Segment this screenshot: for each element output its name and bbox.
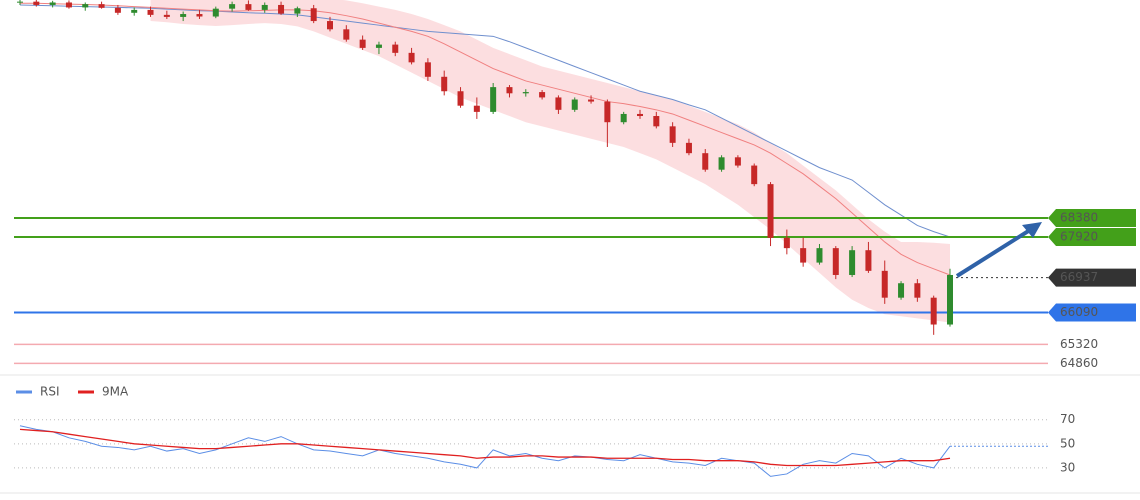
candle-body [702,153,709,170]
candle-body [653,116,660,127]
forecast-arrow-head [1022,222,1042,238]
price-panel: 68380 67920 66937 66090 65320 64860 [14,0,1136,370]
candle-body [914,283,921,298]
legend-label: 9MA [102,385,129,399]
candle-body [637,113,643,117]
forecast-arrow [955,228,1032,278]
legend-label: RSI [40,385,60,399]
candle-body [441,76,448,92]
candle-body [375,44,382,48]
candle-body [718,157,725,170]
candle-body [783,237,790,249]
y-tick-label: 30 [1060,460,1075,474]
candle-body [17,1,23,3]
candle-body [800,248,807,263]
slow-ma [19,4,951,238]
candle-body [588,99,595,102]
candle-body [898,283,905,298]
candle-body [310,8,317,22]
level-label: 66937 [1060,270,1098,284]
level-label: 66090 [1060,305,1098,319]
series-line [19,425,951,477]
candle-body [392,44,399,53]
level-label-box [1048,268,1136,287]
y-tick-label: 70 [1060,412,1075,426]
level-label: 65320 [1060,337,1098,351]
y-tick-label: 50 [1060,436,1075,450]
level-label-box [1048,227,1136,246]
bollinger-band [150,0,950,323]
level-label: 68380 [1060,210,1098,224]
candle-body [930,297,937,325]
candle-body [522,92,529,94]
candle-body [865,250,872,271]
candle-body [212,8,219,17]
level-label: 67920 [1060,229,1098,243]
candle-body [196,14,203,17]
candle-body [767,184,774,238]
candle-body [734,157,741,166]
candle-body [180,14,187,17]
candle-body [229,4,236,9]
candle-body [245,4,252,10]
candle-body [490,87,497,112]
candle-body [506,87,513,94]
candle-body [685,142,692,154]
candle-body [424,62,431,77]
candle-body [816,248,823,263]
candle-body [163,14,170,17]
candle-body [408,52,415,63]
candle-body [571,99,578,110]
level-label: 64860 [1060,356,1098,370]
candle-body [832,248,839,275]
candle-body [147,9,154,15]
fast-ma [20,2,951,276]
candle-body [33,1,40,5]
candle-body [343,29,350,40]
candle-body [98,4,105,8]
candle-body [473,105,480,112]
candle-body [114,7,121,13]
candle-body [947,274,953,325]
candle-body [669,126,676,143]
candle-body [261,4,268,10]
candle-body [327,21,333,30]
level-label-box [1048,303,1136,322]
candle-body [359,39,366,48]
candle-body [49,2,56,5]
candle-body [82,4,89,8]
candle-body [278,4,285,14]
candle-body [620,113,627,123]
candle-body [457,91,464,106]
candle-body [751,165,758,185]
level-label-box [1048,208,1136,227]
candle-body [65,2,72,8]
candle-body [555,97,562,110]
candle-body [539,92,546,98]
candle-body [294,8,301,14]
candle-body [131,9,138,13]
candle-body [849,250,856,275]
rsi-panel: 70 50 30 RSI 9MA [14,385,1075,477]
candle-body [604,101,611,123]
series-line [19,428,951,467]
candle-body [881,270,888,298]
